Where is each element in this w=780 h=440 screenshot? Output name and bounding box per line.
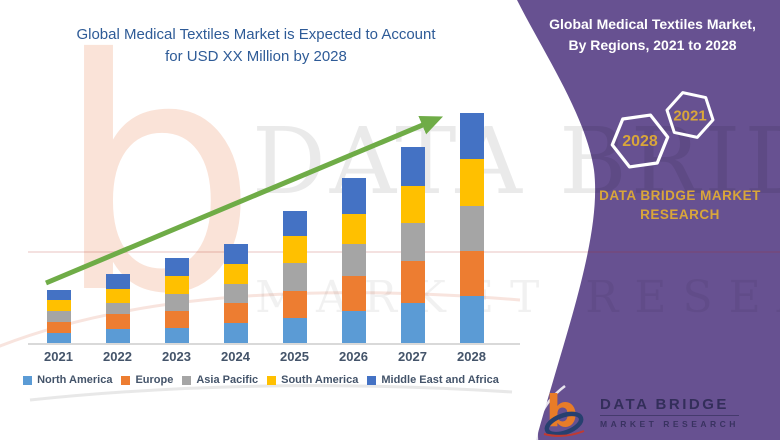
segment-south-america-2026 [341,214,366,244]
bar-2025 [282,211,307,343]
segment-south-america-2021 [46,300,71,311]
chart-legend: North America Europe Asia Pacific South Ame… [8,374,514,386]
segment-middle-east-and-africa-2025 [282,211,307,236]
hexagon-2021-label: 2021 [673,108,706,125]
segment-asia-pacific-2024 [223,284,248,303]
chart-title-line1: Global Medical Textiles Market is Expect… [76,26,436,43]
x-axis-label-2023: 2023 [162,349,191,364]
bar-2026 [341,178,366,343]
legend-label-asia-pacific: Asia Pacific [196,374,259,386]
segment-south-america-2025 [282,236,307,263]
panel-title-line2: By Regions, 2021 to 2028 [568,37,737,53]
legend-item-north-america: North America [23,374,112,386]
segment-europe-2026 [341,276,366,311]
segment-south-america-2024 [223,264,248,284]
segment-middle-east-and-africa-2022 [105,274,130,289]
year-hexagons: 2028 2021 [610,91,715,169]
segment-asia-pacific-2028 [459,206,484,251]
segment-north-america-2026 [341,311,366,343]
segment-europe-2027 [400,261,425,303]
segment-asia-pacific-2026 [341,244,366,276]
bar-2022 [105,274,130,343]
legend-item-asia-pacific: Asia Pacific [182,374,258,386]
segment-europe-2024 [223,303,248,323]
segment-europe-2025 [282,291,307,318]
logo-name: DATA BRIDGE [600,396,739,416]
panel-title: Global Medical Textiles Market, By Regio… [535,14,770,56]
segment-europe-2021 [46,322,71,333]
brand-line2: RESEARCH [640,207,720,222]
segment-south-america-2022 [105,289,130,303]
x-axis-label-2025: 2025 [280,349,309,364]
segment-asia-pacific-2027 [400,223,425,261]
legend-item-middle-east-and-africa: Middle East and Africa [367,374,499,386]
logo-subname: MARKET RESEARCH [600,418,739,429]
segment-europe-2023 [164,311,189,328]
segment-asia-pacific-2023 [164,294,189,311]
legend-swatch-south-america [267,375,277,385]
segment-south-america-2027 [400,186,425,223]
segment-middle-east-and-africa-2026 [341,178,366,214]
x-axis-label-2026: 2026 [339,349,368,364]
bar-2028 [459,113,484,343]
x-axis-label-2027: 2027 [398,349,427,364]
segment-middle-east-and-africa-2021 [46,290,71,300]
hexagon-2028-icon [610,113,670,169]
bar-2027 [400,147,425,343]
bar-2021 [46,290,71,343]
segment-north-america-2025 [282,318,307,343]
segment-middle-east-and-africa-2027 [400,147,425,186]
segment-south-america-2028 [459,159,484,206]
x-axis-label-2022: 2022 [103,349,132,364]
segment-asia-pacific-2022 [105,303,130,314]
segment-middle-east-and-africa-2028 [459,113,484,159]
segment-europe-2022 [105,314,130,329]
bar-2024 [223,244,248,343]
segment-asia-pacific-2025 [282,263,307,291]
legend-label-europe: Europe [135,374,174,386]
x-axis-label-2028: 2028 [457,349,486,364]
chart-title-line2: for USD XX Million by 2028 [165,48,347,65]
databridge-b-icon: b [543,386,585,437]
segment-south-america-2023 [164,276,189,294]
segment-middle-east-and-africa-2023 [164,258,189,276]
logo-text: DATA BRIDGE MARKET RESEARCH [600,396,739,429]
brand-line1: DATA BRIDGE MARKET [599,188,761,203]
bar-2023 [164,258,189,343]
legend-swatch-middle-east-and-africa [367,375,377,385]
brand-name: DATA BRIDGE MARKET RESEARCH [585,186,775,224]
segment-north-america-2021 [46,333,71,343]
legend-label-north-america: North America [37,374,113,386]
segment-north-america-2024 [223,323,248,343]
segment-asia-pacific-2021 [46,311,71,322]
hexagon-2028-label: 2028 [622,133,658,150]
legend-swatch-asia-pacific [182,375,192,385]
hexagon-2021-icon [665,91,715,139]
legend-item-europe: Europe [121,374,173,386]
databridge-logo: b DATA BRIDGE MARKET RESEARCH [540,386,760,438]
x-axis-label-2021: 2021 [44,349,73,364]
segment-north-america-2028 [459,296,484,343]
segment-europe-2028 [459,251,484,296]
segment-north-america-2027 [400,303,425,343]
legend-swatch-europe [121,375,131,385]
chart-title: Global Medical Textiles Market is Expect… [0,24,512,68]
legend-item-south-america: South America [267,374,358,386]
legend-label-south-america: South America [281,374,359,386]
x-axis-label-2024: 2024 [221,349,250,364]
segment-middle-east-and-africa-2024 [223,244,248,264]
legend-label-middle-east-and-africa: Middle East and Africa [381,374,499,386]
legend-swatch-north-america [23,375,33,385]
segment-north-america-2022 [105,329,130,343]
panel-title-line1: Global Medical Textiles Market, [549,16,756,32]
segment-north-america-2023 [164,328,189,343]
